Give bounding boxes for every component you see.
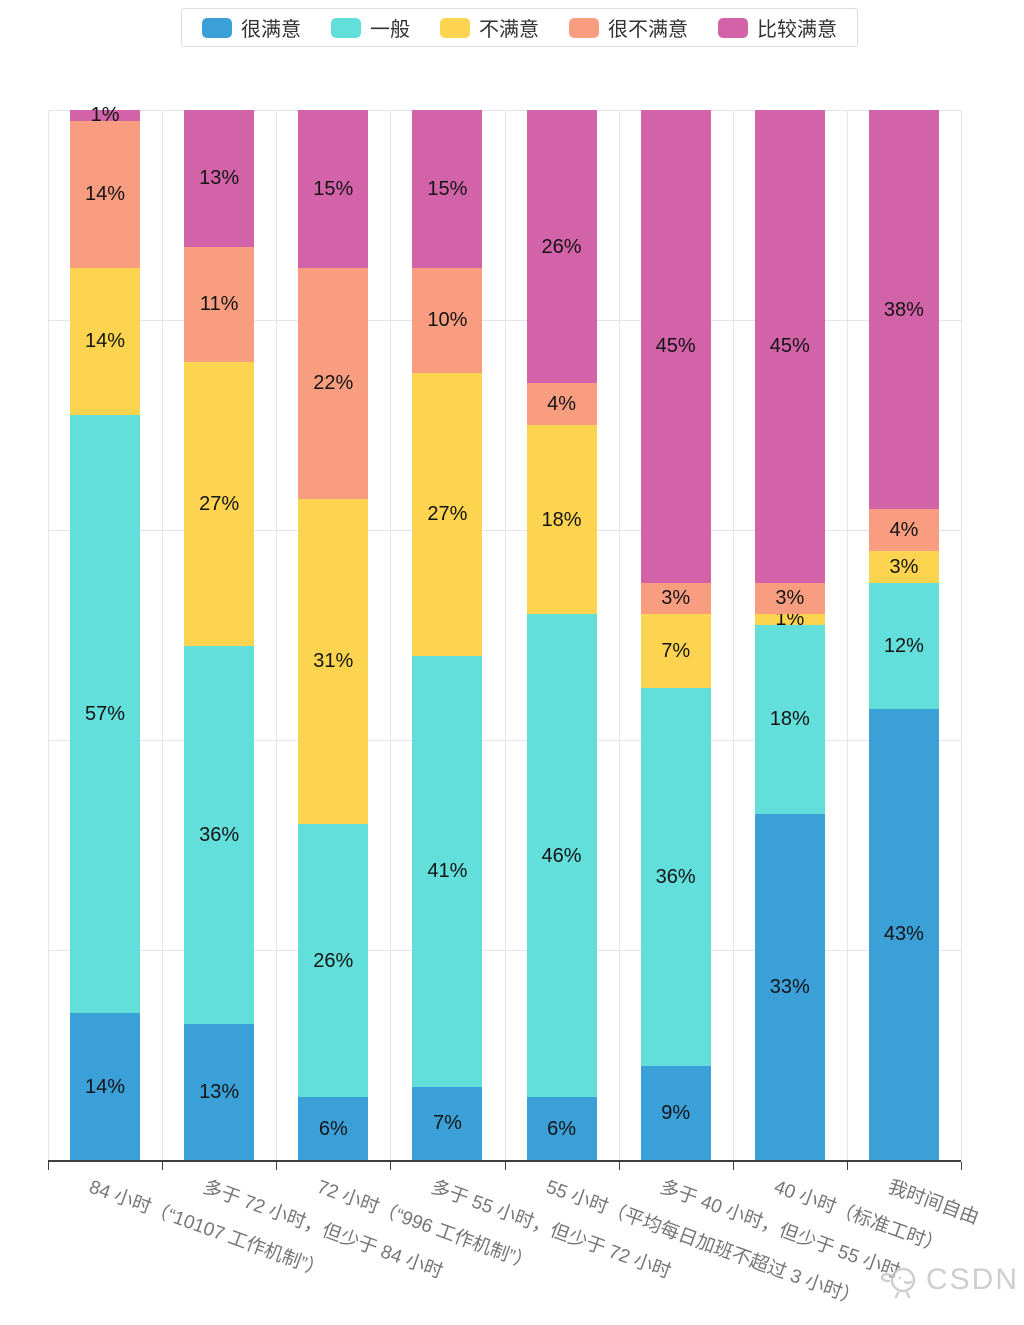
gridline-vertical xyxy=(276,110,278,1160)
watermark-text: CSDN xyxy=(926,1263,1020,1296)
bar-segment[interactable] xyxy=(298,267,369,499)
bar-segment[interactable] xyxy=(754,624,825,814)
x-axis-line xyxy=(48,1160,961,1162)
x-axis-tick xyxy=(846,1162,848,1170)
bar-segment[interactable] xyxy=(868,551,939,583)
bar-segment[interactable] xyxy=(70,267,141,415)
legend-label: 不满意 xyxy=(479,19,539,41)
bar-segment[interactable] xyxy=(526,425,597,614)
bar-segment[interactable] xyxy=(640,687,711,1066)
x-axis-tick xyxy=(276,1162,278,1170)
bar-segment[interactable] xyxy=(298,824,369,1097)
x-axis-tick xyxy=(618,1162,620,1170)
bar-segment[interactable] xyxy=(868,582,939,709)
bar-segment[interactable] xyxy=(298,498,369,824)
gridline-vertical xyxy=(48,110,49,1160)
x-axis-tick xyxy=(732,1162,734,1170)
gridline-vertical xyxy=(390,110,392,1160)
bar-segment[interactable] xyxy=(640,582,711,614)
legend-item-dissatisfied[interactable]: 不满意 xyxy=(440,13,539,42)
bar-segment[interactable] xyxy=(526,110,597,383)
bar-segment[interactable] xyxy=(868,509,939,551)
bar-segment[interactable] xyxy=(412,110,483,268)
bar-segment[interactable] xyxy=(70,120,141,268)
bar-segment[interactable] xyxy=(754,813,825,1160)
bar-segment[interactable] xyxy=(412,1086,483,1160)
legend-label: 很不满意 xyxy=(608,19,688,41)
bar-segment[interactable] xyxy=(526,383,597,425)
bar-segment[interactable] xyxy=(526,614,597,1097)
legend-swatch-icon xyxy=(569,17,599,38)
bar-segment[interactable] xyxy=(868,110,939,509)
legend-swatch-icon xyxy=(331,17,361,38)
x-axis-tick xyxy=(162,1162,164,1170)
bar-segment[interactable] xyxy=(868,708,939,1160)
gridline-vertical xyxy=(618,110,620,1160)
legend-label: 很满意 xyxy=(241,19,301,41)
gridline-vertical xyxy=(504,110,506,1160)
gridline-vertical xyxy=(162,110,164,1160)
x-axis-tick xyxy=(48,1162,49,1170)
legend-swatch-icon xyxy=(202,17,232,38)
bar-segment[interactable] xyxy=(412,656,483,1087)
legend-item-neutral[interactable]: 一般 xyxy=(331,13,410,42)
legend-swatch-icon xyxy=(718,17,748,38)
bar-segment[interactable] xyxy=(184,1023,255,1160)
csdn-logo-icon xyxy=(880,1267,916,1299)
bar-segment[interactable] xyxy=(640,614,711,688)
bar-segment[interactable] xyxy=(754,110,825,583)
x-axis-tick xyxy=(390,1162,392,1170)
bar-segment[interactable] xyxy=(412,267,483,373)
bar-segment[interactable] xyxy=(754,614,825,625)
csdn-watermark: CSDN xyxy=(878,1260,1019,1300)
bar-segment[interactable] xyxy=(184,246,255,362)
x-axis-tick xyxy=(504,1162,506,1170)
bar-segment[interactable] xyxy=(184,645,255,1024)
bar-segment[interactable] xyxy=(640,110,711,583)
legend-label: 比较满意 xyxy=(757,19,837,41)
bar-segment[interactable] xyxy=(754,582,825,614)
bar-segment[interactable] xyxy=(526,1097,597,1160)
x-axis-tick xyxy=(961,1162,962,1170)
bar-segment[interactable] xyxy=(298,1097,369,1160)
gridline-vertical xyxy=(846,110,848,1160)
bar-segment[interactable] xyxy=(412,372,483,656)
bar-segment[interactable] xyxy=(70,414,141,1013)
legend: 很满意 一般 不满意 很不满意 比较满意 xyxy=(181,8,858,47)
gridline-vertical xyxy=(732,110,734,1160)
bar-segment[interactable] xyxy=(640,1065,711,1160)
bar-segment[interactable] xyxy=(184,362,255,646)
bar-segment[interactable] xyxy=(298,110,369,268)
legend-item-very-satisfied[interactable]: 很满意 xyxy=(202,13,301,42)
legend-item-fairly-satisfied[interactable]: 比较满意 xyxy=(718,13,837,42)
gridline-vertical xyxy=(961,110,962,1160)
bar-segment[interactable] xyxy=(70,110,141,121)
legend-label: 一般 xyxy=(370,19,410,41)
legend-swatch-icon xyxy=(440,17,470,38)
bar-segment[interactable] xyxy=(70,1013,141,1160)
bar-segment[interactable] xyxy=(184,110,255,247)
legend-item-very-dissatisfied[interactable]: 很不满意 xyxy=(569,13,688,42)
